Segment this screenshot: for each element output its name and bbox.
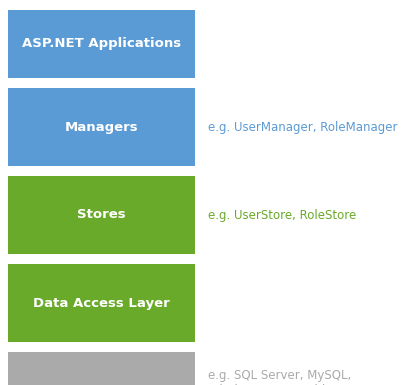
Bar: [8, 264, 195, 342]
Text: e.g. SQL Server, MySQL,
Windows Azure Table
Storage: e.g. SQL Server, MySQL, Windows Azure Ta…: [208, 370, 351, 385]
Text: e.g. UserStore, RoleStore: e.g. UserStore, RoleStore: [208, 209, 356, 221]
Bar: [8, 88, 195, 166]
Bar: [8, 352, 195, 385]
Text: Managers: Managers: [65, 121, 138, 134]
Text: ASP.NET Applications: ASP.NET Applications: [22, 37, 181, 50]
Text: Data Access Layer: Data Access Layer: [33, 296, 170, 310]
Text: e.g. UserManager, RoleManager: e.g. UserManager, RoleManager: [208, 121, 398, 134]
Bar: [8, 10, 195, 78]
Text: Stores: Stores: [77, 209, 126, 221]
Bar: [8, 176, 195, 254]
